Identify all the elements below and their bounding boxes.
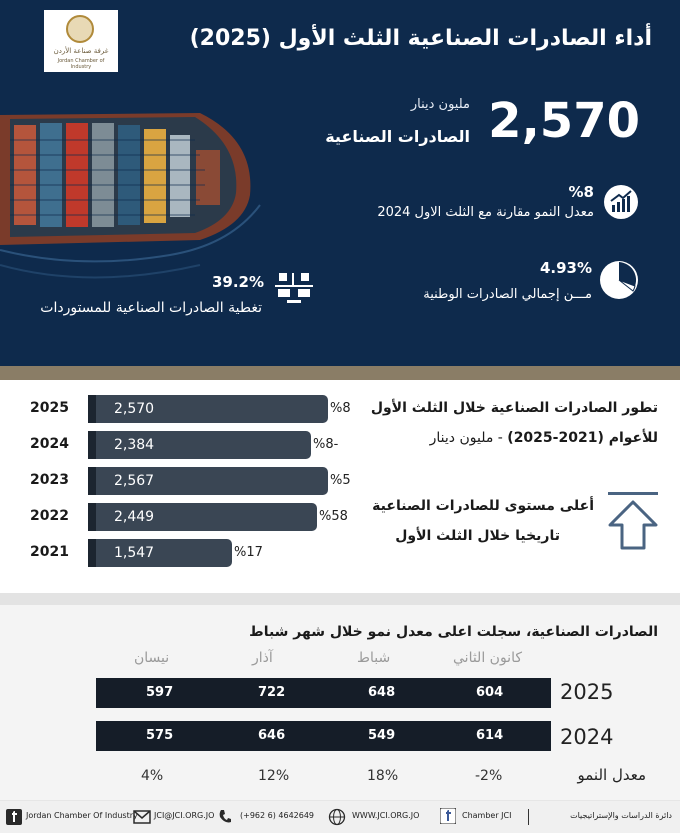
cell-2025-jan: 604 xyxy=(476,685,504,700)
cell-2025-mar: 722 xyxy=(258,685,286,700)
bar-value-label: 2,570 xyxy=(114,401,155,417)
logo-text-en: Jordan Chamber of Industry xyxy=(57,58,105,70)
growth-feb: 18% xyxy=(367,768,399,784)
bar-growth-label: %8- xyxy=(313,437,339,452)
record-note-line2: تاريخيا خلال الثلث الأول xyxy=(395,528,560,544)
trend-title-line2: للأعوام (2021-2025) - مليون دينار xyxy=(430,430,658,446)
cell-2024-feb: 549 xyxy=(368,728,396,743)
social-icon[interactable] xyxy=(440,808,456,824)
bar-cap xyxy=(88,395,96,423)
footer-phone-text[interactable]: (+962 6) 4642649 xyxy=(240,811,315,820)
coverage-value: 39.2% xyxy=(211,273,264,291)
globe-icon[interactable] xyxy=(328,808,346,826)
bar-value-label: 1,547 xyxy=(114,545,155,561)
cell-2024-mar: 646 xyxy=(258,728,286,743)
cargo-ship-image xyxy=(0,113,261,279)
bar-year-label: 2023 xyxy=(30,472,69,488)
share-label: مـــن إجمالي الصادرات الوطنية xyxy=(423,287,592,302)
row-year-2025: 2025 xyxy=(560,680,614,704)
cell-2024-jan: 614 xyxy=(476,728,504,743)
growth-chart-icon xyxy=(604,185,638,219)
jci-logo: غرفة صناعة الأردن Jordan Chamber of Indu… xyxy=(44,10,118,72)
total-exports-unit: مليون دينار xyxy=(410,97,470,112)
bar-cap xyxy=(88,431,96,459)
trend-title-line1: تطور الصادرات الصناعية خلال الثلث الأول xyxy=(370,400,658,416)
footer-facebook-text[interactable]: Jordan Chamber Of Industry xyxy=(26,811,138,820)
bar-cap xyxy=(88,467,96,495)
cell-2024-apr: 575 xyxy=(146,728,174,743)
trend-section: 2025 2,570 %8 2024 2,384 %8- 2023 2,567 %5 2022 2,… xyxy=(0,380,680,593)
bar-value-label: 2,384 xyxy=(114,437,155,453)
bar-year-label: 2021 xyxy=(30,544,69,560)
table-row-2025: 604 648 722 597 xyxy=(96,678,551,708)
page-title: أداء الصادرات الصناعية الثلث الأول (2025… xyxy=(189,26,652,51)
record-note-line1: أعلى مستوى للصادرات الصناعية xyxy=(372,498,594,514)
growth-mar: 12% xyxy=(258,768,290,784)
footer-dept-text: دائرة الدراسات والإستراتيجيات xyxy=(570,811,672,820)
phone-icon[interactable] xyxy=(218,809,232,825)
trend-years: للأعوام (2021-2025) xyxy=(507,430,658,446)
bar-cap xyxy=(88,503,96,531)
pie-chart-icon xyxy=(600,261,638,299)
logo-text-ar: غرفة صناعة الأردن xyxy=(53,47,109,55)
section-divider-2 xyxy=(0,593,680,605)
growth-apr: 4% xyxy=(141,768,164,784)
footer-separator xyxy=(528,809,529,825)
month-apr: نيسان xyxy=(134,650,170,666)
bar-value-label: 2,567 xyxy=(114,473,155,489)
bar-growth-label: %5 xyxy=(330,473,351,488)
table-row-2024: 614 549 646 575 xyxy=(96,721,551,751)
bar-year-label: 2024 xyxy=(30,436,69,452)
bar-value-label: 2,449 xyxy=(114,509,155,525)
growth-jan: -2% xyxy=(475,768,503,784)
up-arrow-icon xyxy=(608,492,658,550)
facebook-icon[interactable] xyxy=(6,809,22,825)
bar-2023: 2,567 xyxy=(88,467,328,495)
bar-2021: 1,547 xyxy=(88,539,232,567)
coverage-label: تغطية الصادرات الصناعية للمستوردات xyxy=(40,300,262,316)
balance-scale-icon xyxy=(275,273,313,303)
section-divider xyxy=(0,366,680,380)
row-year-2024: 2024 xyxy=(560,725,614,749)
bar-year-label: 2025 xyxy=(30,400,69,416)
cell-2025-apr: 597 xyxy=(146,685,174,700)
growth-value: %8 xyxy=(568,183,594,201)
email-icon[interactable] xyxy=(133,810,151,824)
growth-label: معدل النمو مقارنة مع الثلث الاول 2024 xyxy=(377,205,594,220)
total-exports-label: الصادرات الصناعية xyxy=(325,127,470,146)
bar-growth-label: %17 xyxy=(234,545,263,560)
bar-growth-label: %8 xyxy=(330,401,351,416)
logo-emblem xyxy=(66,15,94,43)
bar-year-label: 2022 xyxy=(30,508,69,524)
trend-unit: - مليون دينار xyxy=(429,430,508,446)
footer-email-text[interactable]: JCI@JCI.ORG.JO xyxy=(154,811,215,820)
footer: Jordan Chamber Of Industry JCI@JCI.ORG.J… xyxy=(0,800,680,833)
bar-2022: 2,449 xyxy=(88,503,317,531)
footer-website-text[interactable]: WWW.JCI.ORG.JO xyxy=(352,811,420,820)
month-jan: كانون الثاني xyxy=(453,650,523,666)
header-section: غرفة صناعة الأردن Jordan Chamber of Indu… xyxy=(0,0,680,366)
growth-row-label: معدل النمو xyxy=(577,766,647,784)
bar-2024: 2,384 xyxy=(88,431,311,459)
total-exports-value: 2,570 xyxy=(488,93,640,149)
footer-social-text[interactable]: Chamber JCI xyxy=(462,811,512,820)
bar-2025: 2,570 xyxy=(88,395,328,423)
bar-cap xyxy=(88,539,96,567)
bar-growth-label: %58 xyxy=(319,509,348,524)
share-value: 93%.4 xyxy=(539,259,592,277)
monthly-title: الصادرات الصناعية، سجلت اعلى معدل نمو خل… xyxy=(249,624,658,640)
cell-2025-feb: 648 xyxy=(368,685,396,700)
month-mar: آذار xyxy=(252,650,273,666)
month-feb: شباط xyxy=(357,650,391,666)
